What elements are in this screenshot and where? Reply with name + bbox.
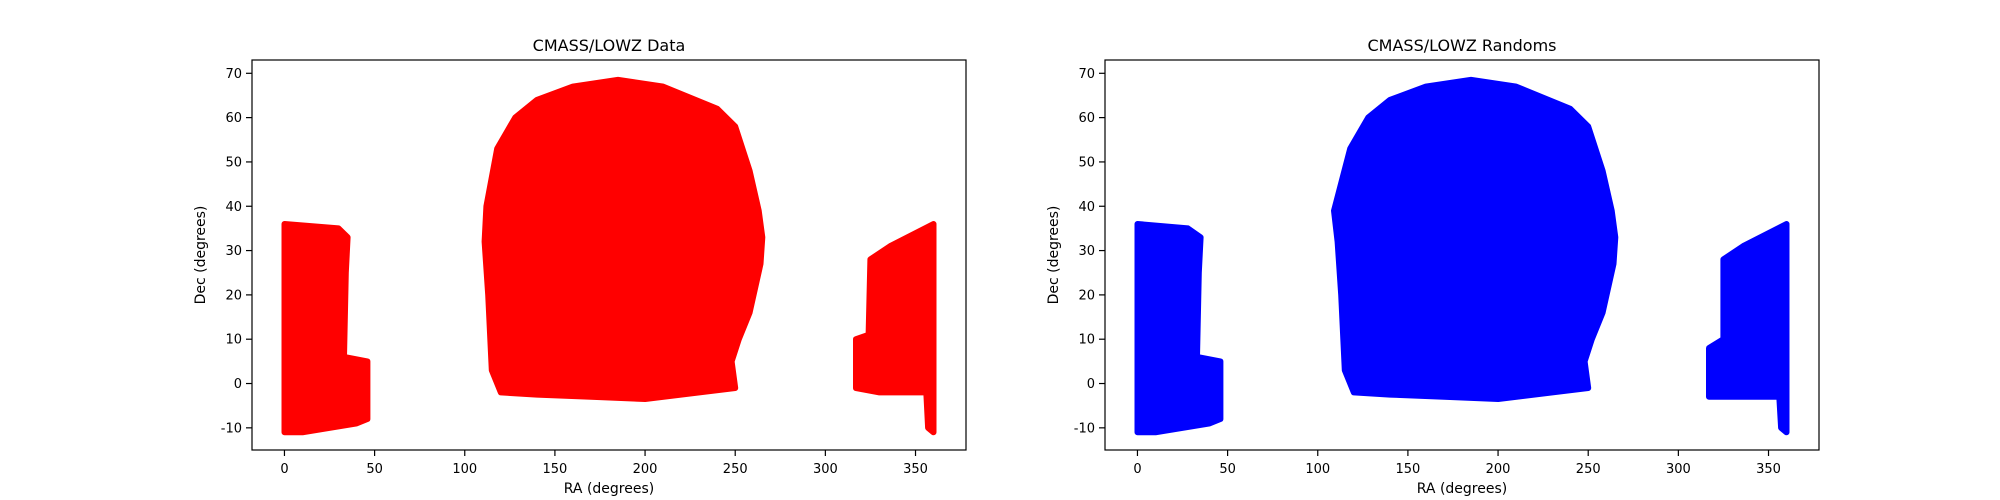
x-axis-label: RA (degrees) xyxy=(564,481,654,497)
chart-title: CMASS/LOWZ Randoms xyxy=(1367,36,1556,55)
scatter-region-1 xyxy=(1331,76,1619,402)
x-tick-label: 250 xyxy=(723,462,748,477)
y-tick-label: 60 xyxy=(1078,111,1095,126)
x-tick-label: 350 xyxy=(1756,462,1781,477)
x-tick-label: 150 xyxy=(1395,462,1420,477)
y-tick-label: 0 xyxy=(234,377,242,392)
x-tick-label: 0 xyxy=(280,462,288,477)
scatter-region-0 xyxy=(1134,221,1224,436)
randoms-panel: CMASS/LOWZ Randoms RA (degrees) Dec (deg… xyxy=(1046,36,1820,497)
scatter-region-2 xyxy=(1706,221,1790,436)
chart-title: CMASS/LOWZ Data xyxy=(533,36,686,55)
x-tick-label: 50 xyxy=(1219,462,1236,477)
y-tick-label: 60 xyxy=(225,111,242,126)
y-tick-label: 10 xyxy=(225,333,242,348)
scatter-region-2 xyxy=(853,221,937,436)
x-tick-label: 100 xyxy=(452,462,477,477)
x-tick-label: 350 xyxy=(903,462,928,477)
scatter-region-1 xyxy=(481,76,766,402)
y-axis-label: Dec (degrees) xyxy=(1046,206,1062,305)
y-tick-label: 40 xyxy=(1078,200,1095,215)
x-tick-label: 150 xyxy=(542,462,567,477)
y-tick-label: 10 xyxy=(1078,333,1095,348)
x-tick-label: 200 xyxy=(1486,462,1511,477)
data-panel: CMASS/LOWZ Data RA (degrees) Dec (degree… xyxy=(193,36,967,497)
x-tick-label: 300 xyxy=(1666,462,1691,477)
x-tick-label: 200 xyxy=(633,462,658,477)
y-tick-label: 70 xyxy=(1078,67,1095,82)
x-tick-label: 50 xyxy=(366,462,383,477)
x-tick-label: 250 xyxy=(1576,462,1601,477)
axes-frame xyxy=(251,59,967,451)
y-tick-label: 0 xyxy=(1087,377,1095,392)
y-tick-label: 50 xyxy=(225,155,242,170)
y-tick-label: -10 xyxy=(221,421,242,436)
y-tick-label: 50 xyxy=(1078,155,1095,170)
scatter-region-0 xyxy=(281,221,371,436)
x-tick-label: 300 xyxy=(813,462,838,477)
y-axis-label: Dec (degrees) xyxy=(193,206,209,305)
y-tick-label: -10 xyxy=(1074,421,1095,436)
x-axis-label: RA (degrees) xyxy=(1417,481,1507,497)
y-tick-label: 40 xyxy=(225,200,242,215)
y-tick-label: 30 xyxy=(225,244,242,259)
y-tick-label: 30 xyxy=(1078,244,1095,259)
axes-frame xyxy=(1104,59,1820,451)
x-tick-label: 0 xyxy=(1133,462,1141,477)
x-tick-label: 100 xyxy=(1305,462,1330,477)
y-tick-label: 70 xyxy=(225,67,242,82)
y-tick-label: 20 xyxy=(1078,288,1095,303)
y-tick-label: 20 xyxy=(225,288,242,303)
